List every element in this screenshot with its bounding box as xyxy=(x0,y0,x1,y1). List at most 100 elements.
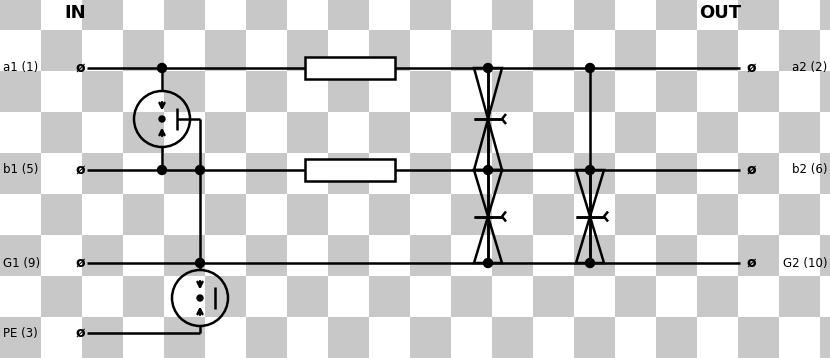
Bar xyxy=(574,235,615,276)
Bar xyxy=(533,112,574,153)
Circle shape xyxy=(196,258,204,267)
Text: ø: ø xyxy=(76,163,85,177)
Bar xyxy=(574,276,615,317)
Bar xyxy=(0,0,41,30)
Text: PE (3): PE (3) xyxy=(3,326,37,339)
Bar xyxy=(205,0,246,30)
Circle shape xyxy=(585,63,594,73)
Bar xyxy=(369,276,410,317)
Bar xyxy=(246,112,287,153)
Bar xyxy=(205,317,246,358)
Bar xyxy=(369,0,410,30)
Bar xyxy=(82,71,123,112)
Bar xyxy=(615,71,656,112)
Bar xyxy=(328,276,369,317)
Text: IN: IN xyxy=(64,4,85,22)
Bar xyxy=(820,71,830,112)
Bar xyxy=(615,235,656,276)
Bar xyxy=(697,235,738,276)
Bar xyxy=(41,30,82,71)
Bar xyxy=(738,317,779,358)
Bar xyxy=(0,153,41,194)
Bar xyxy=(656,153,697,194)
Bar xyxy=(164,194,205,235)
Bar xyxy=(738,194,779,235)
Bar xyxy=(492,317,533,358)
Bar xyxy=(246,276,287,317)
Text: b2 (6): b2 (6) xyxy=(792,164,827,176)
Circle shape xyxy=(484,258,492,267)
Bar xyxy=(287,30,328,71)
Bar xyxy=(164,0,205,30)
Text: a1 (1): a1 (1) xyxy=(3,62,38,74)
Bar xyxy=(164,153,205,194)
Bar xyxy=(287,317,328,358)
Bar xyxy=(738,30,779,71)
Bar xyxy=(697,276,738,317)
Bar xyxy=(0,112,41,153)
Bar xyxy=(738,112,779,153)
Bar xyxy=(82,153,123,194)
Bar xyxy=(410,112,451,153)
Bar xyxy=(369,112,410,153)
Circle shape xyxy=(585,258,594,267)
Bar xyxy=(779,317,820,358)
Bar xyxy=(164,112,205,153)
Bar xyxy=(123,0,164,30)
Bar xyxy=(328,30,369,71)
Text: ø: ø xyxy=(746,61,756,75)
Bar xyxy=(779,71,820,112)
Text: ø: ø xyxy=(76,326,85,340)
Bar xyxy=(779,276,820,317)
Bar xyxy=(656,194,697,235)
Text: OUT: OUT xyxy=(699,4,741,22)
Bar xyxy=(246,71,287,112)
Bar xyxy=(574,30,615,71)
Bar xyxy=(738,71,779,112)
Bar xyxy=(533,0,574,30)
Bar xyxy=(492,235,533,276)
Bar xyxy=(451,0,492,30)
Bar xyxy=(738,235,779,276)
Bar xyxy=(779,0,820,30)
Bar xyxy=(410,71,451,112)
Bar xyxy=(697,30,738,71)
Bar xyxy=(615,317,656,358)
Bar xyxy=(410,194,451,235)
Bar xyxy=(533,235,574,276)
Bar xyxy=(328,317,369,358)
Bar xyxy=(451,235,492,276)
Circle shape xyxy=(159,116,165,122)
Bar xyxy=(0,235,41,276)
Bar xyxy=(451,153,492,194)
Bar xyxy=(656,317,697,358)
Bar xyxy=(656,276,697,317)
Bar xyxy=(369,235,410,276)
Bar xyxy=(41,71,82,112)
Bar xyxy=(0,30,41,71)
Bar xyxy=(533,276,574,317)
Bar xyxy=(41,153,82,194)
Bar xyxy=(574,317,615,358)
Bar xyxy=(615,30,656,71)
Bar xyxy=(82,194,123,235)
Bar xyxy=(779,235,820,276)
Bar xyxy=(287,112,328,153)
Bar xyxy=(205,71,246,112)
Bar xyxy=(451,276,492,317)
Text: ø: ø xyxy=(746,256,756,270)
Bar xyxy=(492,30,533,71)
Bar xyxy=(123,276,164,317)
Bar xyxy=(123,194,164,235)
Bar xyxy=(0,71,41,112)
Bar xyxy=(697,153,738,194)
Bar xyxy=(328,153,369,194)
Bar xyxy=(820,0,830,30)
Bar xyxy=(615,0,656,30)
Bar xyxy=(246,153,287,194)
Bar xyxy=(369,71,410,112)
Bar xyxy=(410,153,451,194)
Bar xyxy=(738,153,779,194)
Bar xyxy=(82,112,123,153)
Bar xyxy=(615,112,656,153)
